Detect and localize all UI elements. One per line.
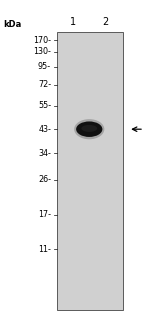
Text: 130-: 130- [33,47,51,56]
Text: 1: 1 [70,17,76,27]
Text: 55-: 55- [38,101,51,110]
Text: 95-: 95- [38,62,51,71]
Text: 2: 2 [102,17,108,27]
Text: 72-: 72- [38,80,51,89]
Text: 26-: 26- [38,175,51,184]
Text: 34-: 34- [38,149,51,158]
Ellipse shape [74,119,104,139]
Text: 170-: 170- [33,36,51,45]
Text: 17-: 17- [38,210,51,219]
Bar [57,32,123,310]
Ellipse shape [81,125,97,132]
Text: 11-: 11- [38,245,51,254]
Text: kDa: kDa [3,20,21,29]
Text: 43-: 43- [38,125,51,134]
Ellipse shape [76,121,102,137]
